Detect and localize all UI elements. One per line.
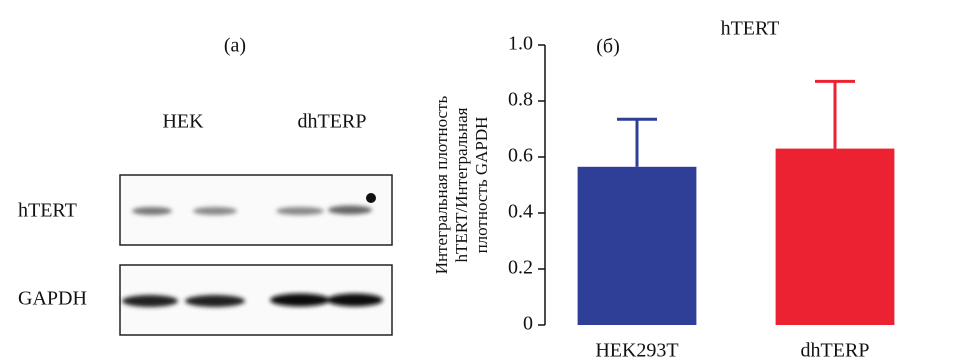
y-tick-label: 0.2	[508, 257, 533, 279]
lane-label: HEK	[162, 111, 204, 133]
y-tick-label: 0	[523, 313, 533, 335]
y-label-line: Интегральная плотность	[432, 96, 451, 275]
lane-label: dhTERP	[298, 111, 367, 133]
bar	[578, 167, 697, 325]
y-tick-label: 1.0	[508, 33, 533, 55]
x-tick-label: dhTERP	[801, 340, 870, 362]
y-tick-label: 0.8	[508, 89, 533, 111]
y-label-line: hTERT/Интегральная	[452, 107, 471, 262]
figure: (a) HEK dhTERP hTERT GAPDH hTERT (б) Инт…	[0, 0, 963, 364]
blot-spot	[366, 193, 376, 203]
bar	[776, 149, 895, 325]
row-label: hTERT	[18, 200, 77, 222]
western-blot-panel: (a) HEK dhTERP hTERT GAPDH	[18, 35, 392, 335]
panel-label: (a)	[224, 35, 246, 57]
y-axis-label: Интегральная плотность hTERT/Интегральна…	[432, 96, 491, 275]
y-label-line: плотность GAPDH	[472, 117, 491, 254]
y-tick-label: 0.4	[508, 201, 533, 223]
x-tick-label: HEK293T	[595, 340, 678, 362]
y-tick-label: 0.6	[508, 145, 533, 167]
chart-title: hTERT	[721, 18, 780, 40]
panel-label: (б)	[596, 36, 620, 58]
row-label: GAPDH	[18, 288, 87, 310]
